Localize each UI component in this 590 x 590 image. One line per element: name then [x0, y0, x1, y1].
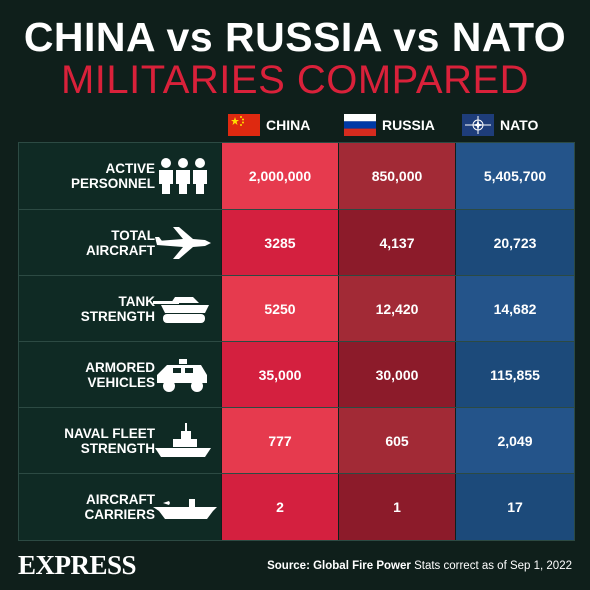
china-value: 2,000,000 [222, 143, 338, 209]
table-row: ARMORED VEHICLES 35,000 30,000 115,855 [19, 341, 574, 408]
row-label-line1: AIRCRAFT [86, 492, 155, 507]
warship-icon [153, 421, 213, 461]
row-label-cell: TOTAL AIRCRAFT [19, 210, 221, 276]
row-label: TANK STRENGTH [25, 294, 155, 324]
row-label-line2: AIRCRAFT [86, 243, 155, 258]
row-label-line1: ARMORED [85, 360, 155, 375]
legend-russia: RUSSIA [344, 113, 435, 137]
russia-value: 12,420 [339, 276, 455, 342]
row-label-line1: NAVAL FLEET [64, 426, 155, 441]
nato-value: 14,682 [456, 276, 574, 342]
row-label: ARMORED VEHICLES [25, 360, 155, 390]
row-label-line2: STRENGTH [80, 309, 155, 324]
table-row: TANK STRENGTH 5250 12,420 14,682 [19, 275, 574, 342]
nato-value: 20,723 [456, 210, 574, 276]
source-note: Source: Global Fire Power Stats correct … [267, 560, 572, 572]
legend-china-label: CHINA [266, 117, 311, 133]
row-label-cell: ARMORED VEHICLES [19, 342, 221, 408]
aircraft-carrier-icon [153, 487, 217, 527]
russia-value: 850,000 [339, 143, 455, 209]
row-label-line2: VEHICLES [87, 375, 155, 390]
table-row: TOTAL AIRCRAFT 3285 4,137 20,723 [19, 209, 574, 276]
row-label-line2: PERSONNEL [70, 176, 155, 191]
china-value: 5250 [222, 276, 338, 342]
nato-value: 5,405,700 [456, 143, 574, 209]
row-label-cell: TANK STRENGTH [19, 276, 221, 342]
tank-icon [153, 289, 213, 329]
row-label: ACTIVE PERSONNEL [25, 161, 155, 191]
page-subtitle: MILITARIES COMPARED [60, 58, 530, 102]
people-icon [153, 156, 213, 196]
row-label-cell: ACTIVE PERSONNEL [19, 143, 221, 209]
nato-value: 17 [456, 474, 574, 540]
china-flag-icon [228, 114, 260, 136]
table-row: ACTIVE PERSONNEL 2,000,000 850,000 5,405… [19, 143, 574, 209]
legend-nato-label: NATO [500, 117, 539, 133]
source-date: Stats correct as of Sep 1, 2022 [414, 560, 572, 572]
legend-china: CHINA [228, 113, 310, 137]
source-label: Source: Global Fire Power [267, 560, 411, 572]
row-label-cell: AIRCRAFT CARRIERS [19, 474, 221, 540]
nato-flag-icon [462, 114, 494, 136]
nato-value: 2,049 [456, 408, 574, 474]
table-row: AIRCRAFT CARRIERS 2 1 17 [19, 473, 574, 540]
row-label-line1: TANK [118, 294, 156, 309]
row-label: TOTAL AIRCRAFT [25, 228, 155, 258]
china-value: 3285 [222, 210, 338, 276]
china-value: 35,000 [222, 342, 338, 408]
fighter-jet-icon [153, 223, 213, 263]
row-label: NAVAL FLEET STRENGTH [25, 426, 155, 456]
express-logo: EXPRESS [18, 550, 137, 580]
row-label-line2: STRENGTH [80, 441, 155, 456]
legend-nato: NATO [462, 113, 538, 137]
russia-value: 605 [339, 408, 455, 474]
row-label: AIRCRAFT CARRIERS [25, 492, 155, 522]
russia-flag-icon [344, 114, 376, 136]
nato-value: 115,855 [456, 342, 574, 408]
armored-vehicle-icon [153, 355, 213, 395]
china-value: 777 [222, 408, 338, 474]
table-row: NAVAL FLEET STRENGTH 777 605 2,049 [19, 407, 574, 474]
comparison-table: ACTIVE PERSONNEL 2,000,000 850,000 5,405… [18, 142, 575, 541]
row-label-line1: TOTAL [111, 228, 155, 243]
china-value: 2 [222, 474, 338, 540]
russia-value: 1 [339, 474, 455, 540]
row-label-cell: NAVAL FLEET STRENGTH [19, 408, 221, 474]
row-label-line2: CARRIERS [84, 507, 155, 522]
russia-value: 30,000 [339, 342, 455, 408]
legend-russia-label: RUSSIA [382, 117, 435, 133]
page-title: CHINA vs RUSSIA vs NATO [23, 14, 567, 60]
row-label-line1: ACTIVE [105, 161, 155, 176]
russia-value: 4,137 [339, 210, 455, 276]
